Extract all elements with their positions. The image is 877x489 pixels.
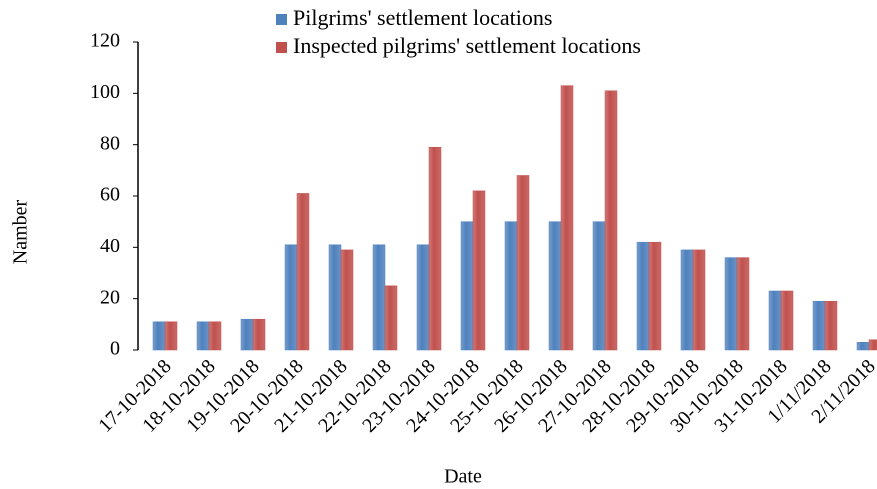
bar [372, 244, 386, 351]
bar [472, 190, 486, 351]
bar [384, 285, 398, 351]
bar [460, 221, 474, 351]
bar [724, 257, 738, 351]
bar [560, 85, 574, 351]
y-tick-label: 60 [100, 184, 120, 206]
bar [240, 318, 254, 351]
bar [164, 321, 178, 351]
bar [780, 290, 794, 351]
y-tick-label: 100 [90, 81, 120, 103]
bar [284, 244, 298, 351]
y-tick-label: 20 [100, 286, 120, 308]
bar [196, 321, 210, 351]
bar [328, 244, 342, 351]
x-axis-label: Date [444, 466, 482, 488]
legend-swatch [276, 14, 287, 25]
bar [252, 318, 266, 351]
bar [416, 244, 430, 351]
bar [604, 90, 618, 351]
bar [856, 342, 870, 351]
bar [680, 249, 694, 351]
y-tick-label: 40 [100, 235, 120, 257]
bar [868, 339, 877, 351]
bar [208, 321, 222, 351]
bar [736, 257, 750, 351]
y-axis-label: Namber [10, 199, 32, 264]
bar [548, 221, 562, 351]
bar [812, 300, 826, 351]
bar [648, 241, 662, 351]
legend-swatch [276, 42, 287, 53]
bar [516, 175, 530, 351]
bar [592, 221, 606, 351]
bar [152, 321, 166, 351]
legend-label: Pilgrims' settlement locations [293, 5, 552, 30]
legend-label: Inspected pilgrims' settlement locations [293, 33, 641, 58]
bar [824, 300, 838, 351]
bar [296, 193, 310, 351]
bar [636, 241, 650, 351]
y-tick-label: 0 [110, 338, 120, 360]
bar [340, 249, 354, 351]
bar [504, 221, 518, 351]
y-tick-label: 80 [100, 132, 120, 154]
bar [692, 249, 706, 351]
bar [428, 146, 442, 351]
bar [768, 290, 782, 351]
y-tick-label: 120 [90, 30, 120, 52]
